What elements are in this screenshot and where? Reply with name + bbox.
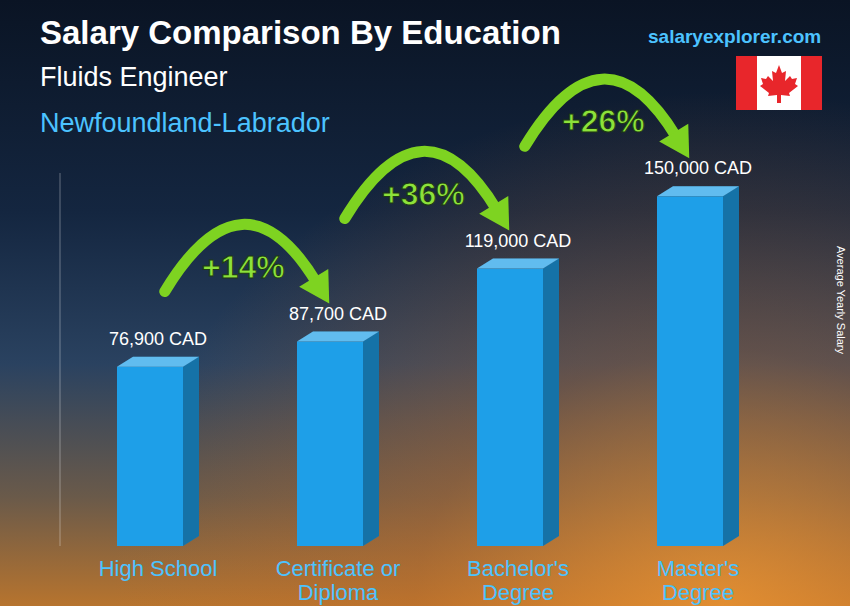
svg-text:+36%: +36% xyxy=(382,176,465,212)
svg-text:+14%: +14% xyxy=(202,249,285,285)
svg-text:Bachelor'sDegree: Bachelor'sDegree xyxy=(467,556,569,605)
svg-text:87,700 CAD: 87,700 CAD xyxy=(289,304,387,324)
svg-text:Master'sDegree: Master'sDegree xyxy=(657,556,739,605)
html-text:salaryexplorer.com: salaryexplorer.com xyxy=(648,26,822,47)
html-text:Salary Comparison By Education: Salary Comparison By Education xyxy=(40,14,561,51)
svg-text:High School: High School xyxy=(99,556,218,581)
svg-text:119,000 CAD: 119,000 CAD xyxy=(465,231,572,251)
html-text:Newfoundland-Labrador: Newfoundland-Labrador xyxy=(40,108,330,138)
svg-text:+26%: +26% xyxy=(562,103,645,139)
svg-text:Certificate orDiploma: Certificate orDiploma xyxy=(276,556,401,605)
html-text:Average Yearly Salary: Average Yearly Salary xyxy=(835,246,847,354)
svg-text:76,900 CAD: 76,900 CAD xyxy=(109,329,207,349)
svg-text:150,000 CAD: 150,000 CAD xyxy=(644,158,752,178)
html-text:Fluids Engineer: Fluids Engineer xyxy=(40,62,228,92)
